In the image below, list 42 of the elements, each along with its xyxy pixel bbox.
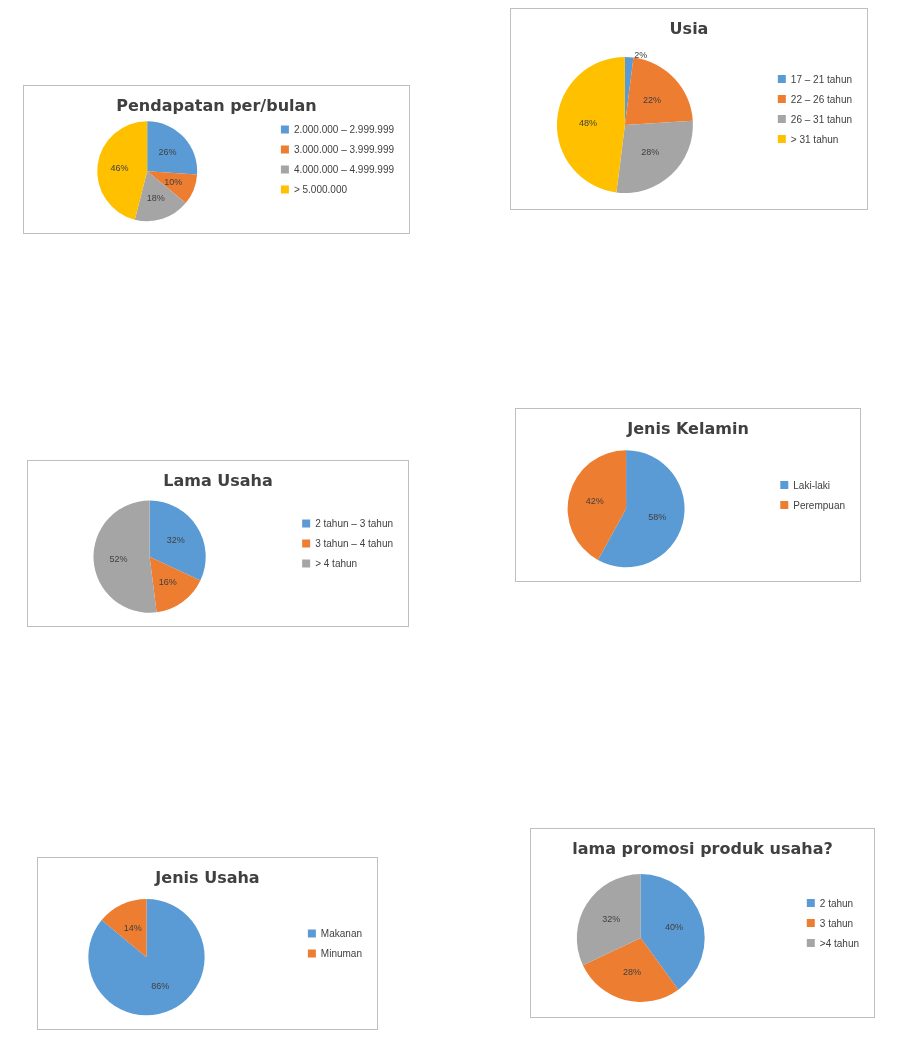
chart-title: Pendapatan per/bulan: [116, 95, 317, 115]
legend-label: Perempuan: [793, 499, 845, 511]
data-label: 48%: [578, 117, 597, 128]
data-label: 46%: [110, 162, 129, 173]
chart-title: Jenis Usaha: [154, 867, 260, 887]
data-label: 26%: [158, 147, 177, 158]
chart-title: Usia: [669, 18, 709, 38]
data-label: 32%: [166, 535, 185, 546]
data-label: 86%: [151, 981, 170, 992]
data-label: 2%: [634, 50, 648, 61]
data-label: 58%: [648, 511, 667, 522]
legend-label: Laki-laki: [793, 479, 830, 491]
data-label: 16%: [158, 576, 177, 587]
data-label: 10%: [164, 176, 183, 187]
data-label: 22%: [642, 94, 661, 105]
legend-label: 17 – 21 tahun: [790, 73, 852, 85]
data-label: 28%: [641, 146, 660, 157]
chart-title: lama promosi produk usaha?: [572, 838, 833, 858]
legend-label: 2 tahun: [819, 897, 854, 909]
legend-label: > 31 tahun: [790, 133, 839, 145]
chart-title: Jenis Kelamin: [626, 418, 749, 438]
data-label: 28%: [623, 966, 642, 977]
legend-label: 22 – 26 tahun: [790, 93, 852, 105]
legend-label: > 5.000.000: [293, 184, 348, 195]
legend-label: 3.000.000 – 3.999.999: [293, 144, 395, 155]
legend-label: > 4 tahun: [315, 558, 358, 569]
data-label: 32%: [602, 914, 621, 925]
data-label: 14%: [123, 923, 142, 934]
legend-label: Makanan: [320, 928, 362, 939]
legend-label: 2 tahun – 3 tahun: [315, 518, 394, 529]
legend-label: 4.000.000 – 4.999.999: [293, 164, 395, 175]
chart-title: Lama Usaha: [163, 470, 273, 490]
legend-label: >4 tahun: [819, 937, 860, 949]
legend-label: Minuman: [320, 948, 362, 959]
legend-label: 2.000.000 – 2.999.999: [293, 124, 395, 135]
legend-label: 3 tahun – 4 tahun: [315, 538, 394, 549]
legend-label: 3 tahun: [819, 917, 854, 929]
data-label: 40%: [665, 922, 684, 933]
data-label: 52%: [109, 553, 128, 564]
data-label: 18%: [146, 192, 165, 203]
data-label: 42%: [585, 495, 604, 506]
legend-label: 26 – 31 tahun: [790, 113, 852, 125]
